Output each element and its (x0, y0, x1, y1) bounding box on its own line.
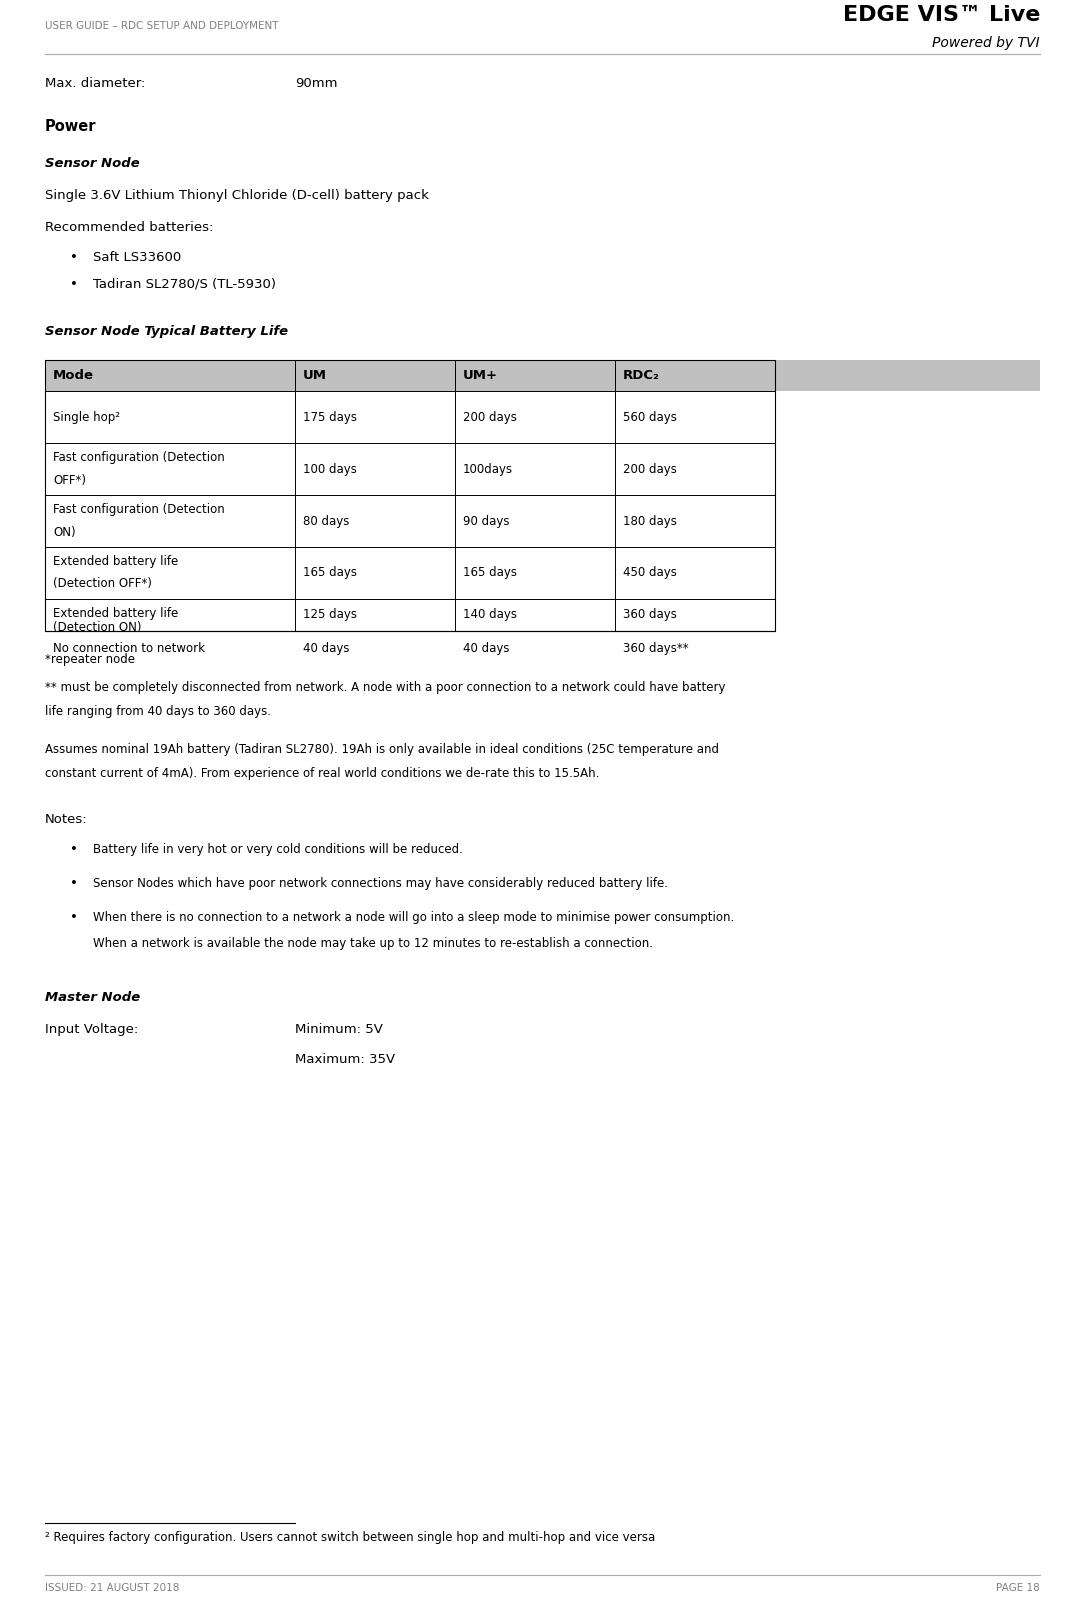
Text: Extended battery life: Extended battery life (53, 607, 178, 620)
Text: Sensor Node Typical Battery Life: Sensor Node Typical Battery Life (46, 325, 288, 338)
Text: Recommended batteries:: Recommended batteries: (46, 222, 214, 235)
Text: 360 days: 360 days (623, 608, 676, 621)
Text: 175 days: 175 days (304, 411, 357, 424)
Text: PAGE 18: PAGE 18 (996, 1582, 1040, 1594)
Text: Master Node: Master Node (46, 990, 140, 1003)
Text: *repeater node: *repeater node (46, 652, 136, 665)
Text: Single hop²: Single hop² (53, 411, 120, 424)
Text: constant current of 4mA). From experience of real world conditions we de-rate th: constant current of 4mA). From experienc… (46, 767, 599, 780)
Text: UM: UM (304, 369, 327, 382)
Text: Input Voltage:: Input Voltage: (46, 1023, 139, 1036)
Text: 180 days: 180 days (623, 515, 676, 527)
Text: Maximum: 35V: Maximum: 35V (295, 1053, 396, 1066)
Text: 125 days: 125 days (304, 608, 357, 621)
Text: Single 3.6V Lithium Thionyl Chloride (D-cell) battery pack: Single 3.6V Lithium Thionyl Chloride (D-… (46, 189, 429, 202)
Bar (46, 359, 1040, 392)
Text: 40 days: 40 days (304, 642, 349, 655)
Text: •: • (70, 843, 78, 856)
Text: When there is no connection to a network a node will go into a sleep mode to min: When there is no connection to a network… (93, 911, 734, 924)
Text: 100days: 100days (463, 463, 513, 476)
Text: Notes:: Notes: (46, 814, 88, 827)
Text: Assumes nominal 19Ah battery (Tadiran SL2780). 19Ah is only available in ideal c: Assumes nominal 19Ah battery (Tadiran SL… (46, 744, 719, 757)
Text: 40 days: 40 days (463, 642, 509, 655)
Text: 450 days: 450 days (623, 566, 676, 579)
Text: No connection to network: No connection to network (53, 642, 205, 655)
Text: ** must be completely disconnected from network. A node with a poor connection t: ** must be completely disconnected from … (46, 681, 725, 694)
Text: •: • (70, 877, 78, 890)
Text: 140 days: 140 days (463, 608, 517, 621)
Text: 360 days**: 360 days** (623, 642, 688, 655)
Text: life ranging from 40 days to 360 days.: life ranging from 40 days to 360 days. (46, 704, 271, 718)
Text: Extended battery life: Extended battery life (53, 555, 178, 568)
Text: •: • (70, 251, 78, 264)
Text: ISSUED: 21 AUGUST 2018: ISSUED: 21 AUGUST 2018 (46, 1582, 179, 1594)
Text: When a network is available the node may take up to 12 minutes to re-establish a: When a network is available the node may… (93, 937, 653, 950)
Text: 80 days: 80 days (304, 515, 349, 527)
Text: EDGE VIS™ Live: EDGE VIS™ Live (842, 5, 1040, 24)
Text: Battery life in very hot or very cold conditions will be reduced.: Battery life in very hot or very cold co… (93, 843, 463, 856)
Text: Fast configuration (Detection: Fast configuration (Detection (53, 451, 224, 464)
Text: 200 days: 200 days (463, 411, 517, 424)
Text: Powered by TVI: Powered by TVI (932, 37, 1040, 50)
Text: 165 days: 165 days (304, 566, 357, 579)
Text: Power: Power (46, 120, 96, 134)
Text: •: • (70, 278, 78, 291)
Text: 90 days: 90 days (463, 515, 509, 527)
Text: Minimum: 5V: Minimum: 5V (295, 1023, 383, 1036)
Text: 100 days: 100 days (304, 463, 357, 476)
Text: Sensor Nodes which have poor network connections may have considerably reduced b: Sensor Nodes which have poor network con… (93, 877, 668, 890)
Text: Fast configuration (Detection: Fast configuration (Detection (53, 503, 224, 516)
Text: ² Requires factory configuration. Users cannot switch between single hop and mul: ² Requires factory configuration. Users … (46, 1531, 655, 1544)
Text: Sensor Node: Sensor Node (46, 157, 140, 170)
Text: Saft LS33600: Saft LS33600 (93, 251, 181, 264)
Text: Tadiran SL2780/S (TL-5930): Tadiran SL2780/S (TL-5930) (93, 278, 276, 291)
Text: 165 days: 165 days (463, 566, 517, 579)
Text: ON): ON) (53, 526, 76, 539)
Text: 90mm: 90mm (295, 78, 337, 91)
Text: USER GUIDE – RDC SETUP AND DEPLOYMENT: USER GUIDE – RDC SETUP AND DEPLOYMENT (46, 21, 279, 31)
Bar (46, 359, 775, 631)
Text: Max. diameter:: Max. diameter: (46, 78, 145, 91)
Text: RDC₂: RDC₂ (623, 369, 660, 382)
Text: Mode: Mode (53, 369, 94, 382)
Text: UM+: UM+ (463, 369, 498, 382)
Text: OFF*): OFF*) (53, 474, 86, 487)
Text: (Detection OFF*): (Detection OFF*) (53, 578, 152, 591)
Text: (Detection ON): (Detection ON) (53, 621, 142, 634)
Text: •: • (70, 911, 78, 924)
Text: 200 days: 200 days (623, 463, 676, 476)
Text: 560 days: 560 days (623, 411, 676, 424)
